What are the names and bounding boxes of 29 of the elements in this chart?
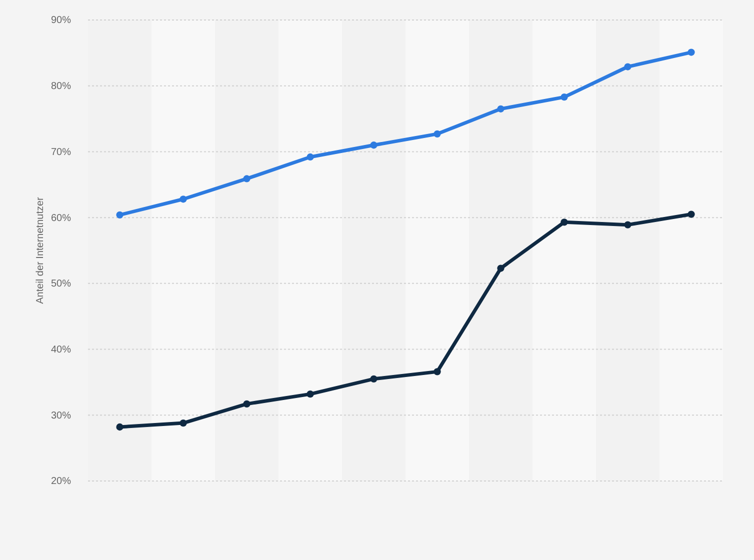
point (624, 63, 632, 70)
point (306, 390, 314, 398)
y-tick-label: 60% (50, 212, 72, 224)
y-tick-label: 30% (50, 410, 72, 422)
point (624, 221, 632, 228)
y-tick-label: 70% (50, 146, 72, 158)
y-tick-label: 90% (50, 15, 72, 26)
point (116, 211, 124, 218)
point (434, 368, 441, 376)
y-tick-label: 80% (50, 81, 72, 92)
point (180, 196, 187, 203)
y-tick-label: 40% (50, 344, 72, 356)
point (116, 423, 124, 431)
point (370, 375, 378, 382)
point (434, 130, 441, 138)
point (688, 48, 695, 56)
point (180, 419, 187, 427)
point (243, 400, 250, 408)
point (560, 93, 568, 101)
y-tick-label: 20% (50, 476, 72, 488)
point (306, 153, 314, 161)
point (497, 264, 504, 272)
point (497, 105, 504, 112)
point (688, 210, 695, 218)
point (560, 218, 568, 226)
point (243, 175, 250, 182)
y-tick-label: 50% (50, 278, 72, 290)
y-axis-title: Anteil der Internetnutzer (35, 196, 46, 304)
point (370, 142, 378, 149)
